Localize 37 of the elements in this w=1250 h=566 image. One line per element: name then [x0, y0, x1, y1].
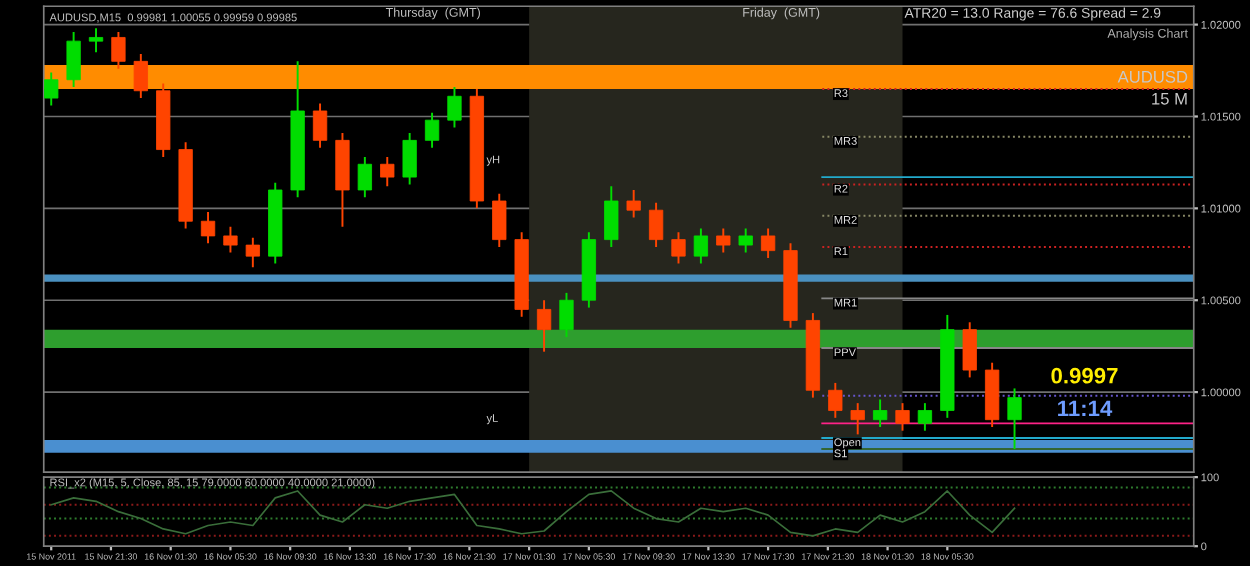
annotation: 15 M: [1152, 93, 1187, 105]
candlestick: [88, 27, 104, 54]
candlestick: [447, 86, 462, 129]
candlestick: [648, 201, 664, 248]
candlestick: [133, 53, 148, 100]
candlestick: [312, 102, 328, 149]
candlestick: [716, 227, 731, 254]
candlestick: [245, 236, 260, 269]
candlestick: [200, 211, 216, 245]
candlestick: [66, 30, 81, 89]
candlestick: [895, 402, 910, 432]
candlestick: [1007, 387, 1022, 451]
candlestick: [738, 227, 753, 254]
annotation: 0.9997: [1051, 367, 1118, 384]
candlestick: [917, 402, 933, 432]
candlestick: [626, 189, 641, 219]
candlestick: [671, 231, 686, 265]
candlestick: [962, 321, 977, 379]
candlestick: [559, 291, 574, 338]
candlestick: [492, 192, 507, 248]
candlestick: [760, 227, 776, 259]
candlestick: [402, 132, 417, 186]
candlestick: [357, 155, 372, 199]
candlestick: [850, 402, 865, 436]
line-series: [50, 490, 1016, 537]
candlestick: [604, 185, 619, 248]
candlestick: [424, 111, 440, 149]
candlestick: [380, 155, 395, 188]
candlestick: [828, 381, 843, 419]
candlestick: [693, 227, 709, 265]
annotation: 11:14: [1058, 400, 1113, 416]
candlestick: [223, 225, 238, 254]
candlestick: [44, 71, 59, 107]
candlestick: [872, 398, 888, 428]
candlestick: [536, 299, 552, 353]
annotation: AUDUSD: [1117, 70, 1188, 83]
candlestick: [111, 30, 126, 70]
